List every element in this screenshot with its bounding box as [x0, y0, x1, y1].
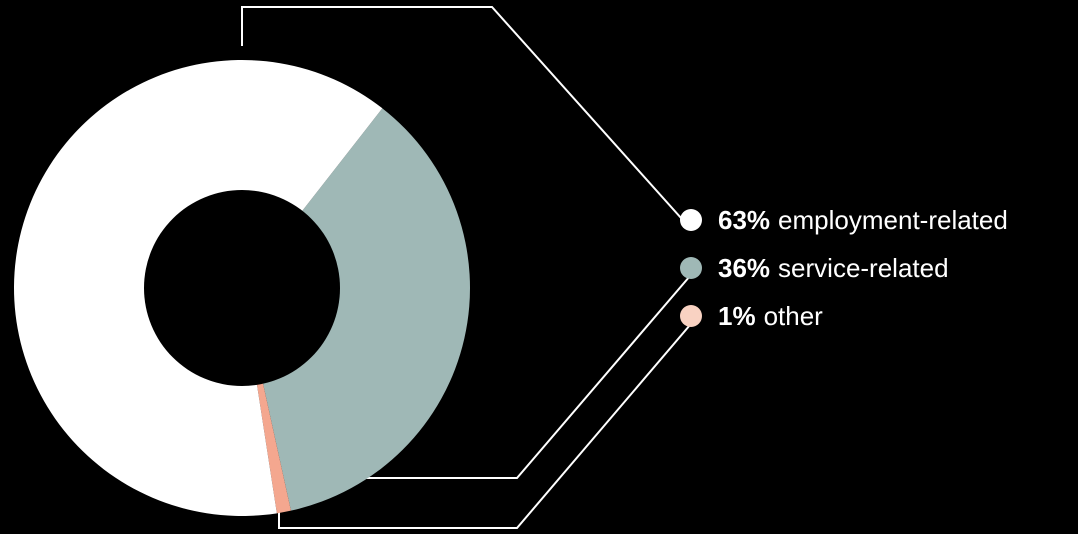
slice-service: [242, 108, 471, 511]
donut-hole: [144, 190, 340, 386]
legend-percent-employment: 63%: [718, 204, 771, 235]
legend-dot-employment: [680, 209, 702, 231]
legend: 63% employment-related 36% service-relat…: [680, 205, 1008, 352]
legend-label-employment: employment-related: [778, 204, 1008, 235]
connector-employment: [241, 6, 691, 229]
legend-item-service: 36% service-related: [680, 253, 1008, 283]
legend-dot-service: [680, 257, 702, 279]
legend-label-service: service-related: [778, 252, 949, 283]
legend-item-other: 1% other: [680, 301, 1008, 331]
legend-percent-other: 1%: [718, 300, 756, 331]
legend-label-other: other: [763, 300, 823, 331]
connector-service: [340, 275, 691, 479]
legend-item-employment: 63% employment-related: [680, 205, 1008, 235]
legend-dot-other: [680, 305, 702, 327]
legend-percent-service: 36%: [718, 252, 771, 283]
